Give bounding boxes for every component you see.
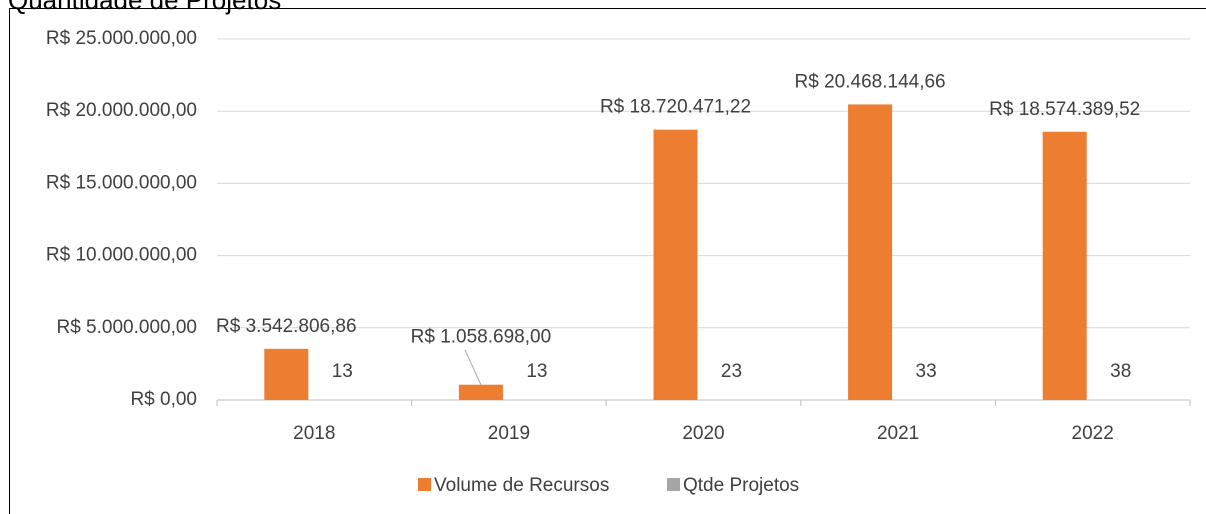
data-label: R$ 18.574.389,52: [989, 99, 1140, 120]
y-tick-label: R$ 20.000.000,00: [46, 100, 197, 121]
bar: [1042, 131, 1087, 400]
data-label: R$ 20.468.144,66: [795, 71, 946, 92]
legend-swatch: [418, 478, 431, 491]
data-label: 13: [526, 361, 547, 382]
data-label: 38: [1110, 361, 1131, 382]
y-tick-label: R$ 10.000.000,00: [46, 245, 197, 266]
x-tick-label: 2019: [488, 423, 530, 444]
y-tick-label: R$ 25.000.000,00: [46, 28, 197, 49]
x-tick-label: 2018: [293, 423, 335, 444]
data-label: R$ 1.058.698,00: [411, 327, 552, 348]
y-tick-label: R$ 15.000.000,00: [46, 172, 197, 193]
legend-label: Qtde Projetos: [683, 475, 799, 496]
x-tick-label: 2022: [1072, 423, 1114, 444]
bar: [848, 104, 893, 400]
data-label: R$ 18.720.471,22: [600, 97, 751, 118]
data-label: R$ 3.542.806,86: [216, 316, 357, 337]
data-label: 23: [721, 361, 742, 382]
legend-label: Volume de Recursos: [434, 475, 609, 496]
chart-title: Quantidade de Projetos: [8, 0, 281, 15]
y-tick-label: R$ 5.000.000,00: [56, 317, 197, 338]
bar: [458, 384, 503, 400]
leader-line: [464, 349, 482, 385]
bar: [264, 348, 309, 400]
x-tick-label: 2021: [877, 423, 919, 444]
data-label: 33: [916, 361, 937, 382]
bar: [653, 129, 698, 400]
legend-swatch: [667, 478, 680, 491]
chart-frame: [9, 8, 1206, 514]
x-tick-label: 2020: [682, 423, 724, 444]
y-tick-label: R$ 0,00: [130, 389, 197, 410]
data-label: 13: [332, 361, 353, 382]
